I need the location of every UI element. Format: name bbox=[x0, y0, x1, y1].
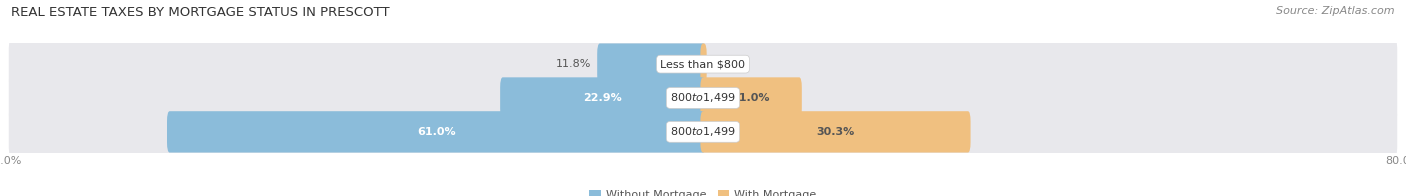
Text: 11.8%: 11.8% bbox=[555, 59, 591, 69]
FancyBboxPatch shape bbox=[501, 77, 706, 119]
Legend: Without Mortgage, With Mortgage: Without Mortgage, With Mortgage bbox=[585, 185, 821, 196]
Text: 11.0%: 11.0% bbox=[733, 93, 770, 103]
Text: 30.3%: 30.3% bbox=[817, 127, 855, 137]
FancyBboxPatch shape bbox=[700, 77, 801, 119]
Text: REAL ESTATE TAXES BY MORTGAGE STATUS IN PRESCOTT: REAL ESTATE TAXES BY MORTGAGE STATUS IN … bbox=[11, 6, 389, 19]
Text: 22.9%: 22.9% bbox=[583, 93, 623, 103]
Text: Source: ZipAtlas.com: Source: ZipAtlas.com bbox=[1277, 6, 1395, 16]
FancyBboxPatch shape bbox=[167, 111, 706, 152]
Text: $800 to $1,499: $800 to $1,499 bbox=[671, 125, 735, 138]
Text: $800 to $1,499: $800 to $1,499 bbox=[671, 92, 735, 104]
FancyBboxPatch shape bbox=[598, 44, 706, 85]
FancyBboxPatch shape bbox=[700, 111, 970, 152]
Text: 0.12%: 0.12% bbox=[713, 59, 748, 69]
Text: Less than $800: Less than $800 bbox=[661, 59, 745, 69]
FancyBboxPatch shape bbox=[700, 44, 707, 85]
FancyBboxPatch shape bbox=[8, 105, 1398, 159]
Text: 61.0%: 61.0% bbox=[418, 127, 456, 137]
FancyBboxPatch shape bbox=[8, 71, 1398, 125]
FancyBboxPatch shape bbox=[8, 37, 1398, 91]
